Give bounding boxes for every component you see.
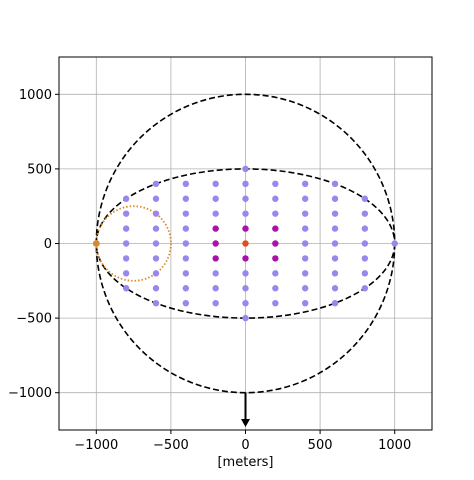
inner-point <box>212 255 219 262</box>
grid-point <box>361 195 369 202</box>
grid-point <box>301 210 309 217</box>
grid-point <box>331 299 339 307</box>
grid-point <box>212 270 219 277</box>
grid-point <box>331 255 339 262</box>
grid-point <box>301 180 309 188</box>
grid-point <box>272 195 279 202</box>
grid-point <box>212 180 219 188</box>
y-tick-label: 500 <box>27 162 52 177</box>
inner-point <box>212 240 219 247</box>
grid-point <box>331 180 339 188</box>
grid-point <box>182 195 190 202</box>
y-tick-label: 0 <box>44 237 52 252</box>
x-tick-label: −1000 <box>74 438 118 453</box>
grid-point <box>182 299 190 307</box>
grid-point <box>182 180 190 188</box>
grid-point <box>242 270 249 277</box>
grid-point <box>331 195 339 202</box>
grid-point <box>301 299 309 307</box>
grid-point <box>242 165 249 173</box>
grid-point <box>182 255 190 262</box>
grid-point <box>242 195 249 202</box>
grid-point <box>391 240 398 247</box>
grid-point <box>301 270 309 277</box>
data-points <box>92 165 398 322</box>
grid-point <box>272 285 279 292</box>
grid-point <box>212 299 219 307</box>
center-point <box>242 240 249 247</box>
grid-point <box>122 225 130 232</box>
grid-point <box>152 299 160 307</box>
grid-point <box>122 270 130 277</box>
grid-point <box>152 195 160 202</box>
inner-point <box>272 255 279 262</box>
grid-point <box>152 225 160 232</box>
inner-point <box>242 255 249 262</box>
grid-point <box>301 240 309 247</box>
y-tick-label: 1000 <box>19 88 52 103</box>
grid-point <box>301 195 309 202</box>
grid-point <box>152 180 160 188</box>
grid-point <box>361 255 369 262</box>
grid-point <box>242 180 249 188</box>
grid-point <box>272 180 279 188</box>
grid-point <box>152 255 160 262</box>
grid-point <box>242 314 249 322</box>
direction-arrow <box>241 392 250 428</box>
grid-point <box>331 270 339 277</box>
grid-point <box>272 299 279 307</box>
x-tick-label: 1000 <box>378 438 411 453</box>
grid-point <box>361 285 369 292</box>
grid-point <box>272 270 279 277</box>
grid-point <box>122 285 130 292</box>
grid-point <box>331 225 339 232</box>
grid-point <box>182 210 190 217</box>
inner-point <box>242 225 249 232</box>
grid-point <box>361 225 369 232</box>
grid-point <box>182 240 190 247</box>
grid-point <box>152 270 160 277</box>
grid-point <box>301 255 309 262</box>
grid-point <box>182 285 190 292</box>
grid-point <box>331 210 339 217</box>
inner-point <box>272 225 279 232</box>
grid-point <box>152 210 160 217</box>
grid-point <box>122 210 130 217</box>
grid-point <box>242 210 249 217</box>
arrow-head <box>241 419 250 428</box>
grid-point <box>182 270 190 277</box>
grid-point <box>331 240 339 247</box>
x-axis-label: [meters] <box>217 455 273 470</box>
grid-point <box>301 225 309 232</box>
grid-point <box>212 285 219 292</box>
grid-point <box>212 210 219 217</box>
y-tick-label: −1000 <box>8 386 52 401</box>
grid-point <box>361 240 369 247</box>
grid-point <box>272 210 279 217</box>
grid-point <box>242 299 249 307</box>
grid-point <box>122 255 130 262</box>
x-tick-label: 500 <box>308 438 333 453</box>
grid-point <box>361 210 369 217</box>
grid-point <box>182 225 190 232</box>
x-tick-label: −500 <box>153 438 189 453</box>
x-tick-label: 0 <box>241 438 249 453</box>
grid-point <box>122 240 130 247</box>
grid-point <box>331 285 339 292</box>
grid-point <box>361 270 369 277</box>
small-circle-point <box>92 240 100 247</box>
grid-point <box>301 285 309 292</box>
inner-point <box>212 225 219 232</box>
grid-point <box>152 285 160 292</box>
y-tick-label: −500 <box>16 312 52 327</box>
grid-point <box>242 285 249 292</box>
axis-ticks: −1000 −500 0 500 1000 −1000 −500 0 500 1000 <box>8 88 411 453</box>
grid-point <box>152 240 160 247</box>
grid-point <box>212 195 219 202</box>
inner-point <box>272 240 279 247</box>
grid-point <box>122 195 130 202</box>
